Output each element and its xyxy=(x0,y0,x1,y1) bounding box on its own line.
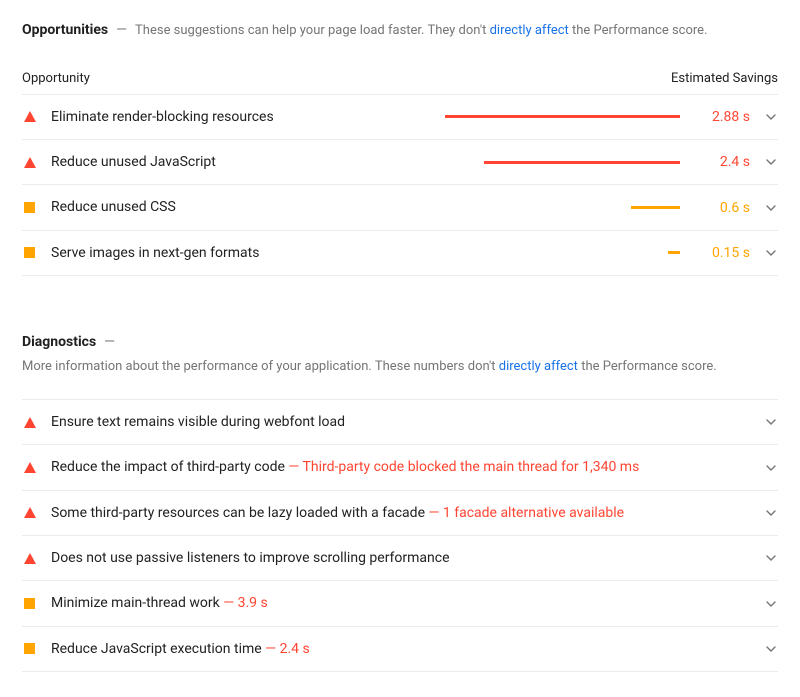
diagnostic-detail: — 1 facade alternative available xyxy=(428,505,624,521)
savings-bar-track xyxy=(435,251,680,254)
expand-toggle[interactable] xyxy=(764,250,778,256)
opportunities-sub-pre: These suggestions can help your page loa… xyxy=(135,23,486,38)
savings-bar-track xyxy=(435,161,680,164)
chevron-down-icon xyxy=(766,159,776,165)
expand-toggle[interactable] xyxy=(764,646,778,652)
fail-triangle-icon xyxy=(24,157,36,168)
chevron-down-icon xyxy=(766,114,776,120)
expand-toggle[interactable] xyxy=(764,601,778,607)
average-square-icon xyxy=(24,643,35,654)
fail-triangle-icon xyxy=(24,553,36,564)
savings-bar-fill xyxy=(668,251,680,254)
chevron-down-icon xyxy=(766,601,776,607)
chevron-down-icon xyxy=(766,646,776,652)
chevron-down-icon xyxy=(766,555,776,561)
chevron-down-icon xyxy=(766,205,776,211)
chevron-down-icon xyxy=(766,250,776,256)
savings-bar-fill xyxy=(484,161,680,164)
savings-value: 0.6 s xyxy=(694,200,750,216)
savings-bar-track xyxy=(435,206,680,209)
diagnostic-label: Ensure text remains visible during webfo… xyxy=(51,414,345,430)
expand-toggle[interactable] xyxy=(764,159,778,165)
fail-triangle-icon xyxy=(24,111,36,122)
opportunity-label: Serve images in next-gen formats xyxy=(51,243,421,263)
opportunities-sub-post: the Performance score. xyxy=(572,23,708,38)
opportunity-label: Reduce unused JavaScript xyxy=(51,152,421,172)
opportunities-header: Opportunities — These suggestions can he… xyxy=(22,20,778,41)
average-square-icon xyxy=(24,202,35,213)
diagnostics-list: Ensure text remains visible during webfo… xyxy=(22,399,778,672)
diagnostic-row[interactable]: Minimize main-thread work — 3.9 s xyxy=(22,580,778,625)
savings-value: 0.15 s xyxy=(694,245,750,261)
average-square-icon xyxy=(24,598,35,609)
diagnostic-label: Reduce JavaScript execution time xyxy=(51,641,262,657)
savings-value: 2.88 s xyxy=(694,109,750,125)
diagnostic-detail: — 2.4 s xyxy=(265,641,310,657)
opportunities-list: Eliminate render-blocking resources 2.88 … xyxy=(22,94,778,276)
savings-bar-fill xyxy=(631,206,680,209)
diagnostics-sub-post: the Performance score. xyxy=(581,359,717,374)
col-header-opportunity: Opportunity xyxy=(22,71,90,86)
diagnostic-label: Reduce the impact of third-party code xyxy=(51,459,285,475)
diagnostic-row[interactable]: Some third-party resources can be lazy l… xyxy=(22,490,778,535)
opportunity-label: Eliminate render-blocking resources xyxy=(51,107,421,127)
dash-separator: — xyxy=(116,20,127,40)
diagnostic-row[interactable]: Does not use passive listeners to improv… xyxy=(22,535,778,580)
opportunities-column-headers: Opportunity Estimated Savings xyxy=(22,63,778,94)
expand-toggle[interactable] xyxy=(764,114,778,120)
diagnostic-label: Does not use passive listeners to improv… xyxy=(51,550,450,566)
expand-toggle[interactable] xyxy=(764,555,778,561)
expand-toggle[interactable] xyxy=(764,419,778,425)
expand-toggle[interactable] xyxy=(764,465,778,471)
chevron-down-icon xyxy=(766,510,776,516)
diagnostic-row[interactable]: Reduce JavaScript execution time — 2.4 s xyxy=(22,626,778,672)
fail-triangle-icon xyxy=(24,507,36,518)
diagnostic-row[interactable]: Ensure text remains visible during webfo… xyxy=(22,399,778,444)
opportunities-title: Opportunities xyxy=(22,20,108,40)
fail-triangle-icon xyxy=(24,462,36,473)
col-header-savings: Estimated Savings xyxy=(671,71,778,86)
directly-affect-link[interactable]: directly affect xyxy=(499,359,578,374)
opportunity-row[interactable]: Reduce unused JavaScript 2.4 s xyxy=(22,139,778,184)
chevron-down-icon xyxy=(766,419,776,425)
fail-triangle-icon xyxy=(24,417,36,428)
savings-bar-track xyxy=(435,115,680,118)
diagnostics-sub-pre: More information about the performance o… xyxy=(22,359,496,374)
opportunity-row[interactable]: Eliminate render-blocking resources 2.88 … xyxy=(22,94,778,139)
average-square-icon xyxy=(24,247,35,258)
expand-toggle[interactable] xyxy=(764,205,778,211)
opportunity-row[interactable]: Reduce unused CSS 0.6 s xyxy=(22,184,778,229)
diagnostic-row[interactable]: Reduce the impact of third-party code — … xyxy=(22,444,778,489)
diagnostic-label: Some third-party resources can be lazy l… xyxy=(51,505,425,521)
opportunity-label: Reduce unused CSS xyxy=(51,197,421,217)
diagnostic-detail: — Third-party code blocked the main thre… xyxy=(288,459,639,475)
directly-affect-link[interactable]: directly affect xyxy=(490,23,569,38)
diagnostics-header: Diagnostics — More information about the… xyxy=(22,332,778,377)
opportunity-row[interactable]: Serve images in next-gen formats 0.15 s xyxy=(22,230,778,276)
opportunities-subtext: These suggestions can help your page loa… xyxy=(135,22,707,41)
dash-separator: — xyxy=(104,332,115,352)
chevron-down-icon xyxy=(766,465,776,471)
diagnostic-label: Minimize main-thread work xyxy=(51,595,220,611)
savings-value: 2.4 s xyxy=(694,154,750,170)
diagnostics-subtext: More information about the performance o… xyxy=(22,358,717,377)
diagnostics-title: Diagnostics xyxy=(22,332,96,352)
expand-toggle[interactable] xyxy=(764,510,778,516)
diagnostic-detail: — 3.9 s xyxy=(223,595,268,611)
savings-bar-fill xyxy=(445,115,680,118)
